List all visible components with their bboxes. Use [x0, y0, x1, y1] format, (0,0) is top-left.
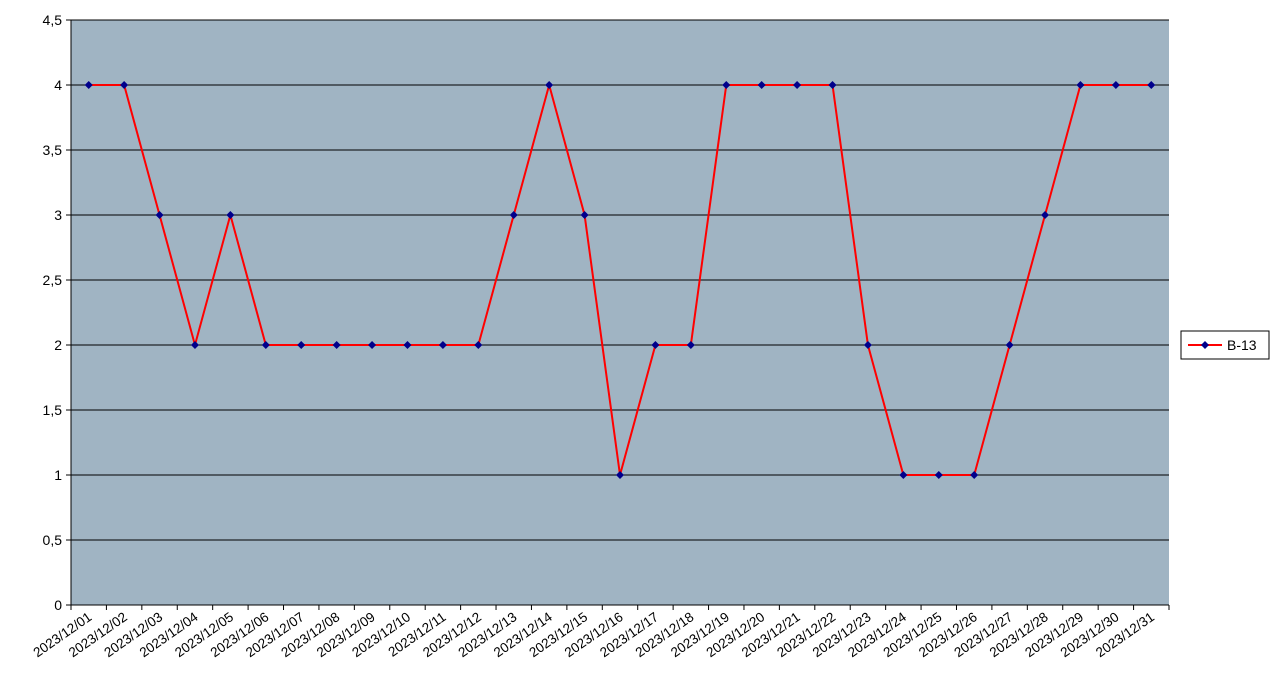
y-tick-label: 4	[54, 77, 62, 93]
plot-area	[71, 20, 1169, 605]
y-tick-label: 3	[54, 207, 62, 223]
y-tick-label: 2,5	[43, 272, 63, 288]
legend: B-13	[1181, 331, 1269, 359]
y-tick-label: 2	[54, 337, 62, 353]
y-tick-label: 1	[54, 467, 62, 483]
legend-label: B-13	[1227, 337, 1257, 353]
y-tick-label: 4,5	[43, 12, 63, 28]
y-tick-label: 0,5	[43, 532, 63, 548]
y-tick-label: 3,5	[43, 142, 63, 158]
y-tick-label: 0	[54, 597, 62, 613]
y-tick-label: 1,5	[43, 402, 63, 418]
